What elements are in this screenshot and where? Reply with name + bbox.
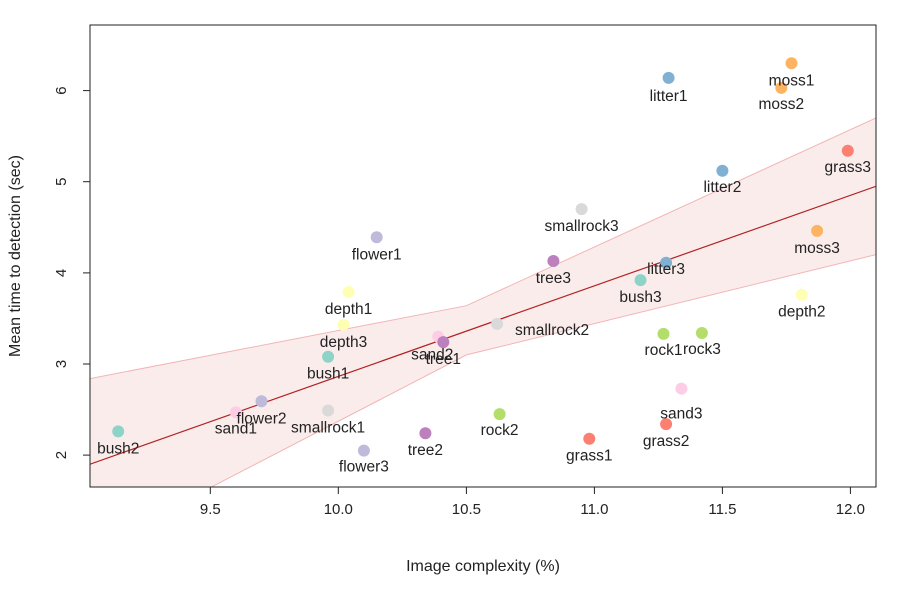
point-moss2 [775, 81, 788, 94]
point-label-sand1: sand1 [215, 420, 257, 437]
point-flower3 [357, 444, 370, 457]
point-depth2 [795, 288, 808, 301]
x-tick-label: 9.5 [200, 501, 221, 518]
point-litter2 [716, 164, 729, 177]
point-bush2 [112, 425, 125, 438]
point-label-depth3: depth3 [320, 334, 367, 351]
regression-layer [90, 117, 876, 487]
point-label-flower3: flower3 [339, 459, 389, 476]
confidence-band-lower-edge [210, 254, 876, 487]
x-tick-label: 12.0 [836, 501, 865, 518]
x-tick-label: 11.0 [580, 501, 608, 518]
point-label-litter3: litter3 [647, 261, 685, 278]
point-rock2 [493, 408, 506, 421]
point-smallrock3 [575, 203, 588, 216]
point-litter3 [660, 256, 673, 269]
point-label-sand3: sand3 [660, 406, 702, 423]
point-label-grass3: grass3 [825, 159, 872, 176]
point-label-moss3: moss3 [794, 240, 840, 257]
point-tree1 [437, 336, 450, 349]
point-bush1 [322, 350, 335, 363]
y-tick-label: 4 [53, 269, 70, 277]
point-tree2 [419, 427, 432, 440]
x-tick-label: 10.5 [452, 501, 481, 518]
point-depth3 [337, 318, 350, 331]
point-label-grass2: grass2 [643, 433, 690, 450]
point-flower2 [255, 395, 268, 408]
point-flower1 [370, 231, 383, 244]
point-grass3 [841, 144, 854, 157]
point-sand3 [675, 382, 688, 395]
point-tree3 [547, 255, 560, 267]
point-label-rock3: rock3 [683, 341, 721, 358]
point-label-moss2: moss2 [758, 96, 804, 113]
x-tick-label: 10.0 [324, 501, 353, 518]
point-label-bush1: bush1 [307, 366, 349, 383]
point-label-bush2: bush2 [97, 440, 139, 457]
point-depth1 [342, 286, 355, 298]
y-tick-label: 3 [53, 360, 70, 368]
x-axis-title: Image complexity (%) [406, 558, 560, 575]
point-label-depth2: depth2 [778, 304, 825, 321]
point-label-flower1: flower1 [352, 246, 402, 263]
point-moss3 [811, 224, 824, 237]
point-smallrock2 [491, 317, 504, 330]
x-tick-label: 11.5 [708, 501, 736, 518]
regression-line [90, 185, 876, 465]
point-rock3 [695, 327, 708, 339]
point-label-tree2: tree2 [408, 442, 443, 459]
point-label-smallrock3: smallrock3 [545, 218, 619, 235]
point-label-smallrock1: smallrock1 [291, 420, 365, 437]
y-tick-label: 5 [53, 178, 70, 186]
y-tick-label: 2 [53, 451, 70, 459]
point-label-grass1: grass1 [566, 448, 613, 465]
point-grass2 [660, 418, 673, 431]
point-label-moss1: moss1 [769, 72, 815, 89]
confidence-band-upper-edge [90, 117, 876, 380]
y-axis-title: Mean time to detection (sec) [7, 155, 24, 357]
confidence-band [90, 117, 876, 487]
point-label-rock2: rock2 [481, 422, 519, 439]
point-grass1 [583, 432, 596, 445]
points-layer: bush1 bush2 bush3 depth1 depth2 depth3 flower1… [97, 57, 872, 476]
point-label-rock1: rock1 [645, 342, 683, 359]
point-label-litter1: litter1 [650, 88, 688, 105]
point-label-smallrock2: smallrock2 [515, 322, 589, 339]
point-label-flower2: flower2 [237, 410, 287, 427]
point-label-sand2: sand2 [411, 347, 453, 364]
point-label-tree1: tree1 [426, 351, 461, 368]
point-litter1 [662, 71, 675, 84]
x-axis: 9.5 10.0 10.5 11.0 11.5 12.0 [200, 487, 865, 518]
y-tick-label: 6 [53, 86, 70, 94]
point-label-depth1: depth1 [325, 301, 372, 318]
point-label-bush3: bush3 [619, 289, 661, 306]
point-label-tree3: tree3 [536, 270, 571, 287]
point-sand1 [229, 406, 242, 419]
point-smallrock1 [322, 404, 335, 417]
y-axis: 2 3 4 5 6 [53, 86, 90, 459]
point-label-litter2: litter2 [703, 179, 741, 196]
point-rock1 [657, 327, 670, 340]
point-moss1 [785, 57, 798, 70]
plot-frame [89, 24, 877, 488]
point-bush3 [634, 274, 647, 287]
